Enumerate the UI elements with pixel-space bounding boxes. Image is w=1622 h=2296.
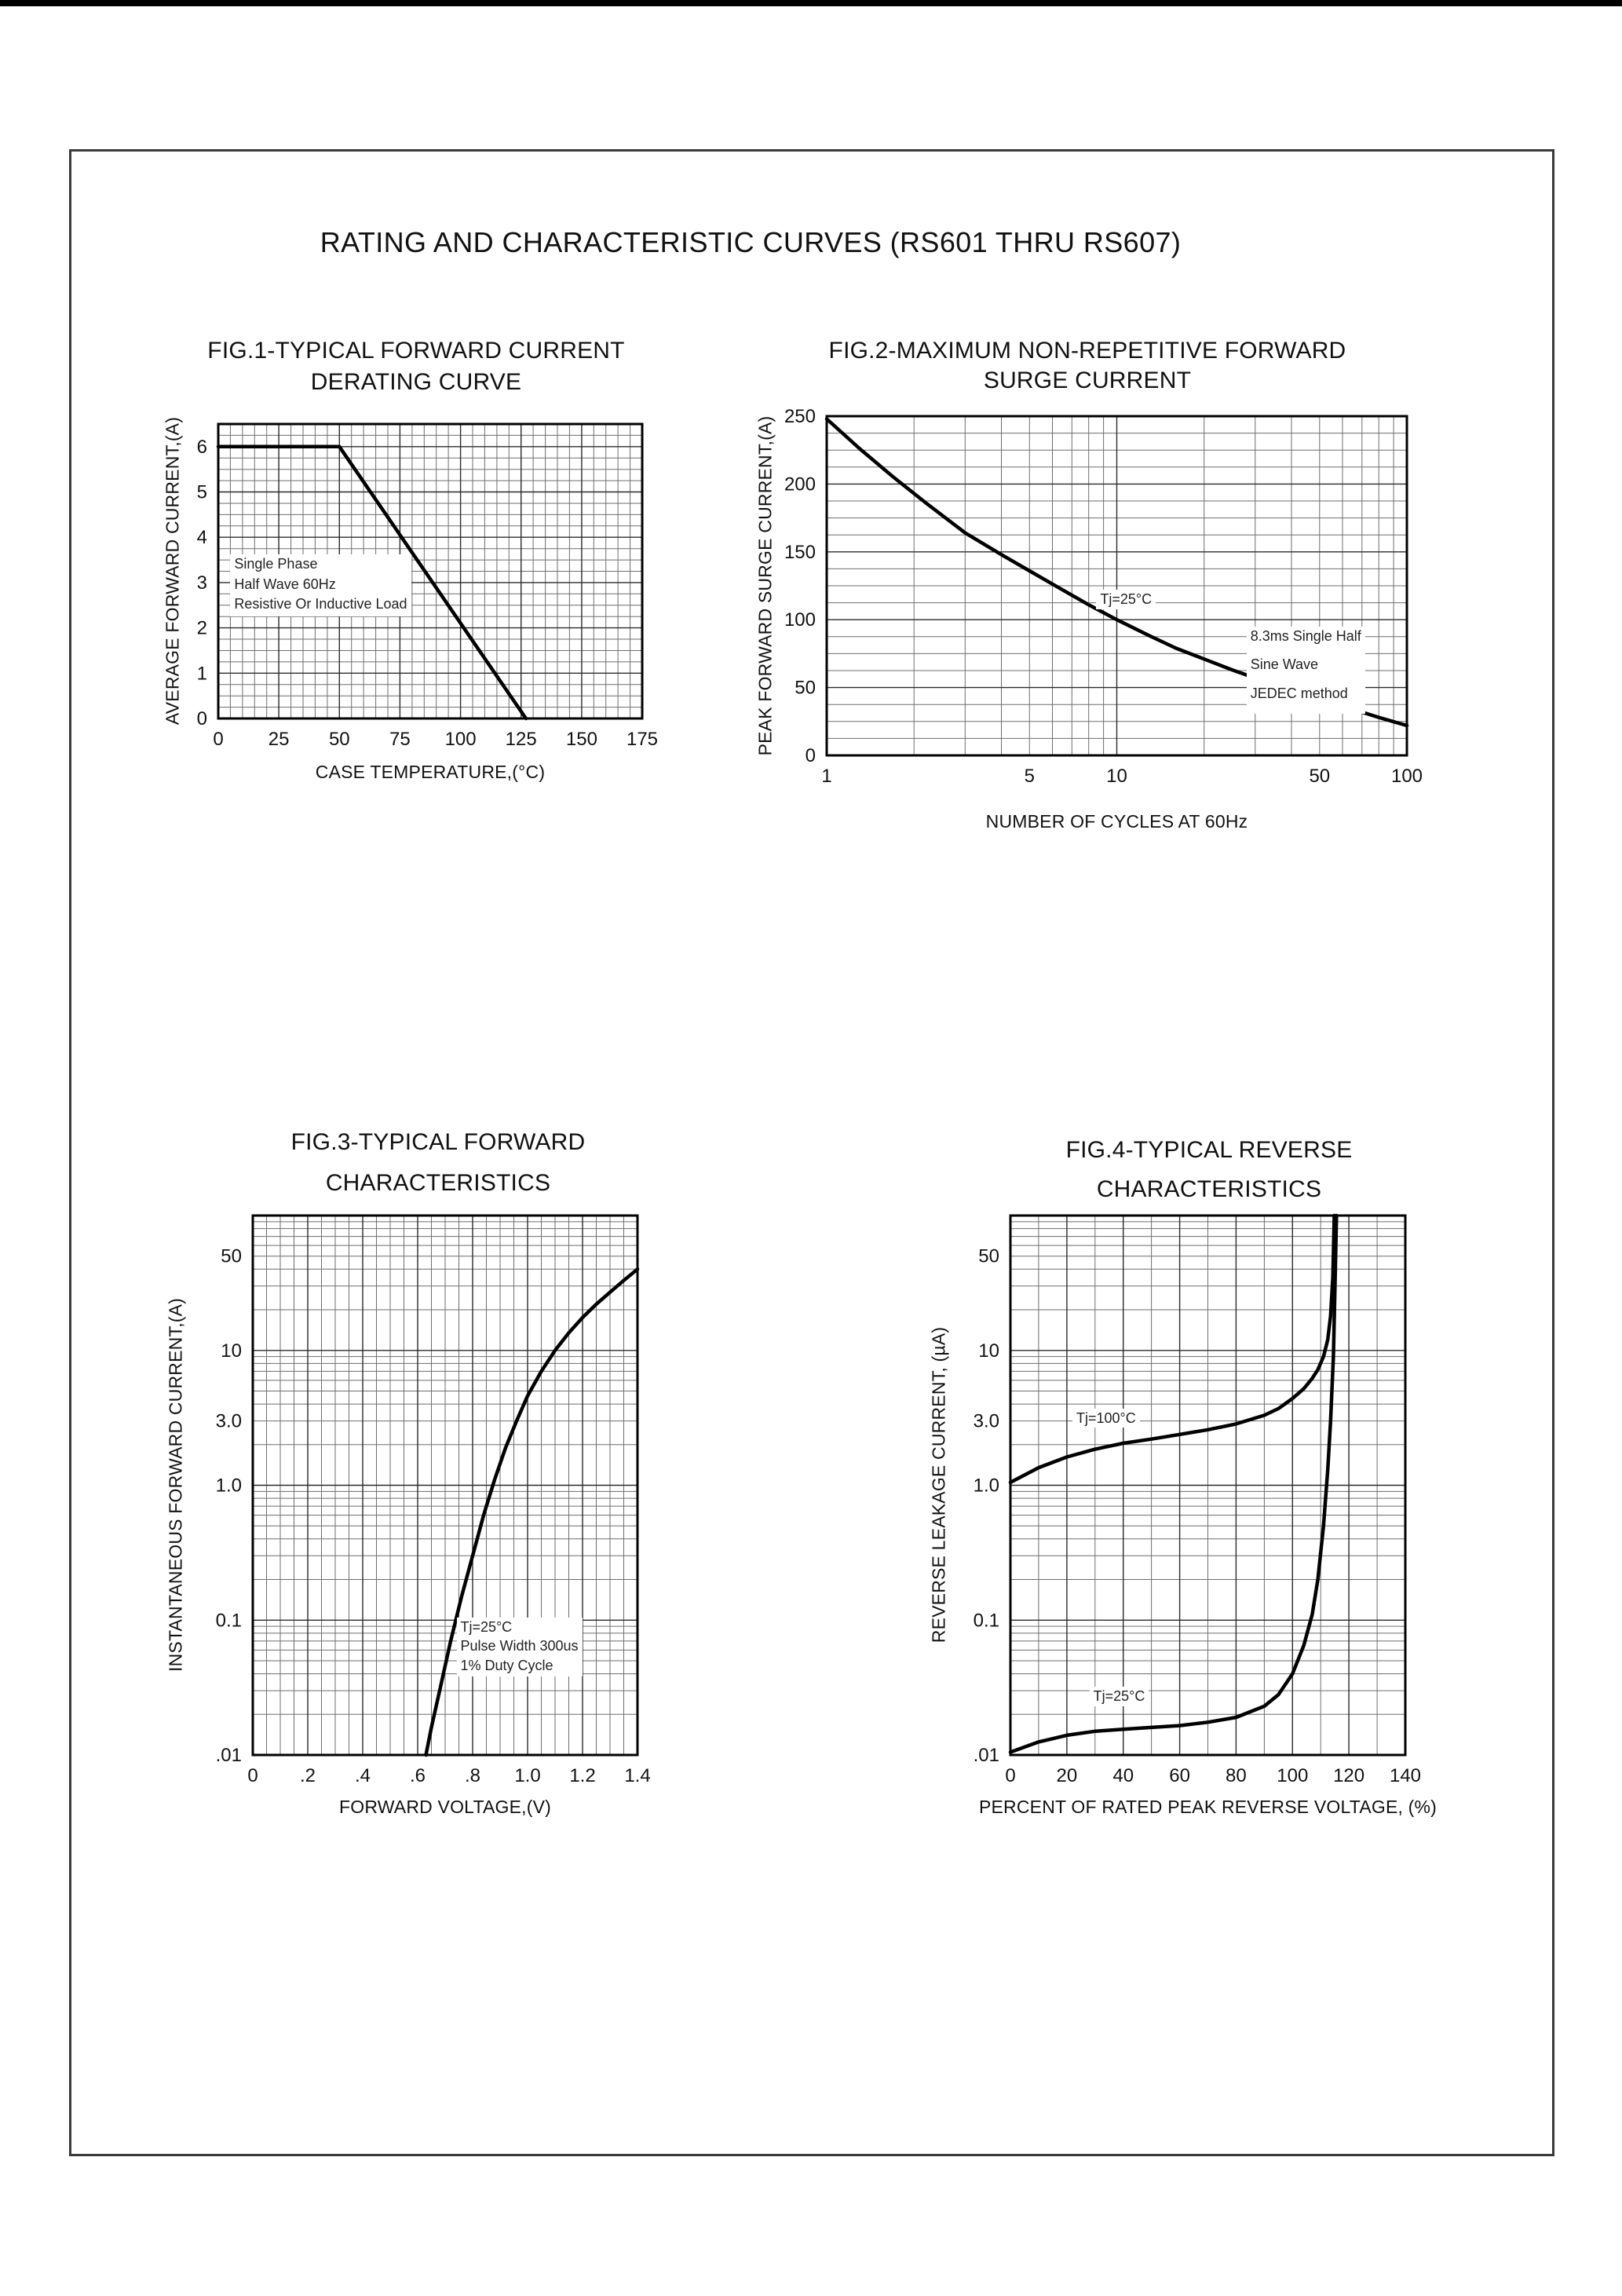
x-tick-label: 50 — [329, 729, 350, 750]
fig4-plot-svg: 0 20 40 60 80 100 120 140 50 10 3.0 1.0 0.1 .01 — [974, 1213, 1421, 1786]
y-tick-label: 0.1 — [974, 1610, 999, 1631]
y-tick-label: 10 — [978, 1340, 999, 1362]
note-tj-25: Tj=25°C — [1089, 1687, 1149, 1706]
reverse-leakage-100c-curve — [1008, 1213, 1336, 1485]
y-tick-label: 50 — [221, 1246, 242, 1267]
grid-minor — [218, 424, 642, 718]
fig1-plot-svg: 0 25 50 75 100 125 150 175 0 1 2 3 4 5 6 — [197, 422, 658, 750]
x-tick-label: 150 — [566, 729, 597, 750]
x-tick-label: 1.4 — [624, 1765, 650, 1786]
fig2-title-line1: FIG.2-MAXIMUM NON-REPETITIVE FORWARD — [828, 338, 1346, 364]
y-tick-label: 3 — [197, 572, 207, 594]
derating-curve — [216, 444, 528, 721]
x-tick-label: 20 — [1057, 1765, 1078, 1786]
y-tick-label: 5 — [197, 482, 207, 503]
y-tick-label: 3.0 — [974, 1411, 999, 1432]
grid-major — [1010, 1216, 1405, 1755]
fig2-y-axis-label: PEAK FORWARD SURGE CURRENT,(A) — [754, 415, 776, 756]
plot-border — [1009, 1214, 1407, 1757]
y-tick-label: 150 — [784, 542, 816, 563]
x-tick-label: .8 — [465, 1765, 480, 1786]
fig3-x-axis-label: FORWARD VOLTAGE,(V) — [338, 1797, 552, 1817]
y-tick-label: 1.0 — [216, 1475, 242, 1497]
fig2-chart-area: 1 5 10 50 100 0 50 100 150 200 250 NUMBER OF CYCLE… — [754, 397, 1460, 836]
scan-artifact-top-bar — [0, 0, 1622, 6]
note-tj-25: Tj=25°C — [1096, 590, 1156, 609]
note-load-conditions: Single Phase Half Wave 60Hz Resistive Or I… — [230, 554, 411, 616]
fig2-plot-svg: 1 5 10 50 100 0 50 100 150 200 250 — [784, 406, 1423, 787]
fig2-x-axis-label: NUMBER OF CYCLES AT 60Hz — [985, 811, 1248, 832]
x-tick-label: 80 — [1226, 1765, 1247, 1786]
y-tick-label: 3.0 — [216, 1411, 242, 1432]
fig1-x-axis-label: CASE TEMPERATURE,(°C) — [315, 762, 546, 782]
fig3-title-line1: FIG.3-TYPICAL FORWARD — [290, 1129, 586, 1155]
y-tick-label: 200 — [784, 473, 816, 495]
y-tick-label: 1 — [197, 663, 207, 684]
y-tick-label: 100 — [784, 609, 816, 631]
note-surge-conditions: 8.3ms Single Half Sine Wave JEDEC method — [1246, 626, 1365, 715]
x-tick-label: 50 — [1309, 766, 1330, 787]
x-tick-label: .4 — [355, 1765, 371, 1786]
y-tick-label: 0.1 — [216, 1610, 242, 1631]
x-tick-label: 1.2 — [569, 1765, 595, 1786]
x-tick-label: 0 — [213, 729, 223, 750]
y-tick-label: 250 — [784, 406, 816, 427]
x-tick-label: 0 — [247, 1765, 258, 1786]
x-tick-label: 1 — [821, 766, 831, 787]
fig3-title-line2: CHARACTERISTICS — [325, 1170, 551, 1196]
fig4-chart-area: 0 20 40 60 80 100 120 140 50 10 3.0 1.0 0.1 .01 PERCE… — [926, 1197, 1492, 1818]
x-tick-label: 40 — [1112, 1765, 1134, 1786]
y-tick-label: 2 — [197, 618, 207, 639]
x-tick-label: 100 — [1277, 1765, 1308, 1786]
reverse-leakage-25c-curve — [1008, 1213, 1339, 1754]
y-tick-label: 50 — [795, 678, 816, 699]
x-tick-label: 1.0 — [514, 1765, 540, 1786]
y-tick-label: 0 — [197, 708, 207, 729]
y-tick-label: 50 — [978, 1246, 999, 1267]
fig1-title-line1: FIG.1-TYPICAL FORWARD CURRENT — [207, 338, 625, 364]
y-tick-label: 6 — [197, 437, 207, 458]
y-tick-label: 0 — [806, 745, 816, 766]
fig1-chart-area: 0 25 50 75 100 125 150 175 0 1 2 3 4 5 6 CASE TEMPERAT… — [141, 408, 691, 817]
x-tick-label: 75 — [389, 729, 411, 750]
plot-border — [217, 422, 644, 720]
x-tick-label: 140 — [1390, 1765, 1421, 1786]
y-tick-label: 1.0 — [974, 1475, 999, 1497]
x-tick-label: 60 — [1169, 1765, 1190, 1786]
y-tick-label: 10 — [221, 1340, 242, 1362]
x-tick-label: 100 — [1391, 766, 1423, 787]
x-tick-label: 10 — [1106, 766, 1127, 787]
x-tick-label: 25 — [269, 729, 290, 750]
y-tick-label: .01 — [216, 1745, 242, 1766]
x-tick-label: 120 — [1333, 1765, 1364, 1786]
fig3-y-axis-label: INSTANTANEOUS FORWARD CURRENT,(A) — [165, 1298, 186, 1672]
y-tick-label: 4 — [197, 527, 207, 548]
plot-border — [251, 1214, 639, 1757]
x-tick-label: 0 — [1005, 1765, 1015, 1786]
fig4-y-axis-label: REVERSE LEAKAGE CURRENT, (µA) — [928, 1326, 949, 1643]
x-tick-label: 100 — [445, 729, 477, 750]
forward-characteristic-curve — [424, 1267, 640, 1757]
x-tick-label: 175 — [627, 729, 658, 750]
fig3-chart-area: 0 .2 .4 .6 .8 1.0 1.2 1.4 50 10 3.0 1.0 0.1 .01 FORWA… — [165, 1197, 714, 1818]
x-tick-label: .2 — [300, 1765, 316, 1786]
y-tick-label: .01 — [974, 1745, 999, 1766]
page-title: RATING AND CHARACTERISTIC CURVES (RS601 … — [320, 226, 1182, 258]
x-tick-label: 5 — [1025, 766, 1035, 787]
fig2-title-line2: SURGE CURRENT — [983, 367, 1192, 393]
fig3-plot-svg: 0 .2 .4 .6 .8 1.0 1.2 1.4 50 10 3.0 1.0 0.1 .01 — [216, 1214, 651, 1786]
note-tj-100: Tj=100°C — [1072, 1408, 1140, 1428]
fig4-title-line2: CHARACTERISTICS — [1096, 1176, 1322, 1202]
fig4-x-axis-label: PERCENT OF RATED PEAK REVERSE VOLTAGE, (… — [978, 1797, 1438, 1817]
note-pulse-conditions: Tj=25°C Pulse Width 300us 1% Duty Cycle — [456, 1617, 583, 1677]
x-tick-label: .6 — [410, 1765, 426, 1786]
x-tick-label: 125 — [506, 729, 537, 750]
fig4-title-line1: FIG.4-TYPICAL REVERSE — [1065, 1137, 1353, 1163]
fig1-y-axis-label: AVERAGE FORWARD CURRENT,(A) — [162, 416, 183, 726]
plot-border — [825, 415, 1408, 757]
page-border — [69, 149, 1554, 2156]
fig1-title-line2: DERATING CURVE — [310, 369, 522, 395]
